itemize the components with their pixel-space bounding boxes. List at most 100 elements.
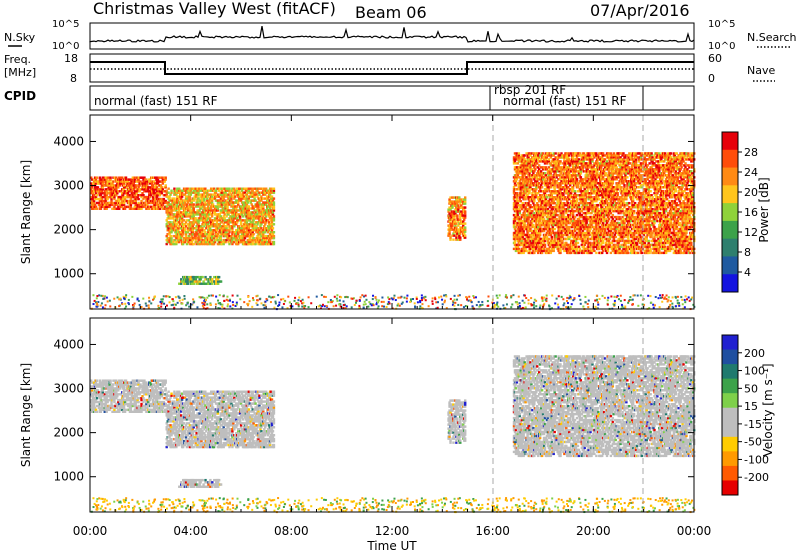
power-echo-pixel <box>159 184 163 187</box>
power-echo-pixel <box>178 225 181 228</box>
cpid-label: CPID <box>4 89 36 103</box>
power-echo-pixel <box>247 197 251 200</box>
power-echo-pixel <box>178 191 181 194</box>
power-echo-pixel <box>106 182 109 185</box>
power-echo-pixel <box>453 234 456 237</box>
power-echo-pixel <box>176 187 179 190</box>
power-echo-pixel <box>168 211 171 214</box>
power-echo-pixel <box>537 178 540 181</box>
power-echo-pixel <box>248 223 251 226</box>
power-echo-pixel <box>560 168 563 171</box>
power-echo-pixel <box>579 168 583 171</box>
power-echo-pixel <box>266 205 270 208</box>
power-echo-pixel <box>205 227 208 230</box>
power-echo-pixel <box>520 251 523 255</box>
power-echo-pixel <box>165 193 168 196</box>
power-echo-pixel <box>121 193 125 197</box>
power-echo-pixel <box>571 247 575 251</box>
power-echo-pixel <box>249 195 252 198</box>
power-echo-pixel <box>459 218 462 221</box>
power-echo-pixel <box>97 201 101 205</box>
power-echo-pixel <box>220 195 223 198</box>
power-echo-pixel <box>266 231 270 234</box>
power-echo-pixel <box>545 162 549 165</box>
power-echo-pixel <box>256 223 259 226</box>
power-echo-pixel <box>101 186 105 189</box>
power-echo-pixel <box>517 247 521 251</box>
power-echo-pixel <box>519 186 522 189</box>
power-echo-pixel <box>450 228 453 231</box>
power-echo-pixel <box>578 174 582 177</box>
power-echo-pixel <box>128 193 132 197</box>
power-echo-pixel <box>448 212 451 215</box>
power-echo-pixel <box>519 223 522 227</box>
power-echo-pixel <box>581 237 584 241</box>
power-echo-pixel <box>213 193 217 196</box>
nsky-tick-high: 10^5 <box>52 19 79 30</box>
power-echo-pixel <box>448 232 451 235</box>
power-echo-pixel <box>165 205 168 208</box>
power-echo-pixel <box>185 195 189 198</box>
power-echo-pixel <box>537 217 540 221</box>
power-echo-pixel <box>548 217 552 221</box>
power-echo-pixel <box>237 197 241 200</box>
power-echo-pixel <box>579 235 583 239</box>
power-echo-pixel <box>575 207 579 211</box>
power-echo-pixel <box>458 196 461 199</box>
power-echo-pixel <box>518 235 522 239</box>
power-echo-pixel <box>185 191 189 194</box>
power-echo-pixel <box>571 156 575 159</box>
power-echo-pixel <box>245 187 249 190</box>
power-echo-pixel <box>565 223 568 227</box>
power-echo-pixel <box>454 224 457 227</box>
power-echo-pixel <box>566 237 569 241</box>
power-echo-pixel <box>512 221 516 225</box>
power-echo-pixel <box>181 242 185 246</box>
power-echo-pixel <box>191 231 194 234</box>
power-echo-pixel <box>237 201 240 204</box>
power-echo-pixel <box>563 160 566 163</box>
power-echo-pixel <box>181 203 185 206</box>
power-echo-pixel <box>452 228 455 231</box>
power-echo-pixel <box>524 205 527 209</box>
power-echo-pixel <box>531 237 534 241</box>
power-echo-pixel <box>257 205 260 208</box>
power-echo-pixel <box>550 205 553 209</box>
power-echo-pixel <box>517 152 521 155</box>
power-echo-pixel <box>222 223 225 226</box>
power-echo-pixel <box>247 205 251 208</box>
power-echo-pixel <box>526 239 529 243</box>
power-echo-pixel <box>455 238 458 241</box>
power-echo-pixel <box>204 213 207 216</box>
power-echo-pixel <box>142 193 145 197</box>
power-echo-pixel <box>537 249 541 253</box>
power-echo-pixel <box>552 211 555 215</box>
power-echo-pixel <box>514 180 518 183</box>
power-echo-pixel <box>531 192 534 195</box>
power-echo-pixel <box>178 197 181 200</box>
power-echo-pixel <box>195 280 198 283</box>
power-echo-pixel <box>204 275 207 279</box>
power-echo-pixel <box>514 162 518 165</box>
power-echo-pixel <box>95 201 99 205</box>
power-echo-pixel <box>463 232 466 235</box>
power-echo-pixel <box>449 238 452 241</box>
power-echo-pixel <box>113 197 116 201</box>
power-echo-pixel <box>562 174 565 177</box>
power-echo-pixel <box>568 172 571 175</box>
power-echo-pixel <box>523 168 526 171</box>
power-echo-pixel <box>240 232 244 236</box>
power-echo-pixel <box>547 237 551 241</box>
power-echo-pixel <box>142 197 145 201</box>
power-echo-pixel <box>464 214 467 217</box>
power-echo-pixel <box>176 197 179 200</box>
power-echo-pixel <box>204 231 207 234</box>
power-echo-pixel <box>581 233 584 237</box>
power-echo-pixel <box>180 278 183 281</box>
power-echo-pixel <box>199 231 202 234</box>
power-echo-pixel <box>141 203 144 207</box>
power-echo-pixel <box>237 219 240 222</box>
power-echo-pixel <box>514 249 518 253</box>
power-echo-pixel <box>447 210 450 213</box>
power-echo-pixel <box>219 225 223 228</box>
